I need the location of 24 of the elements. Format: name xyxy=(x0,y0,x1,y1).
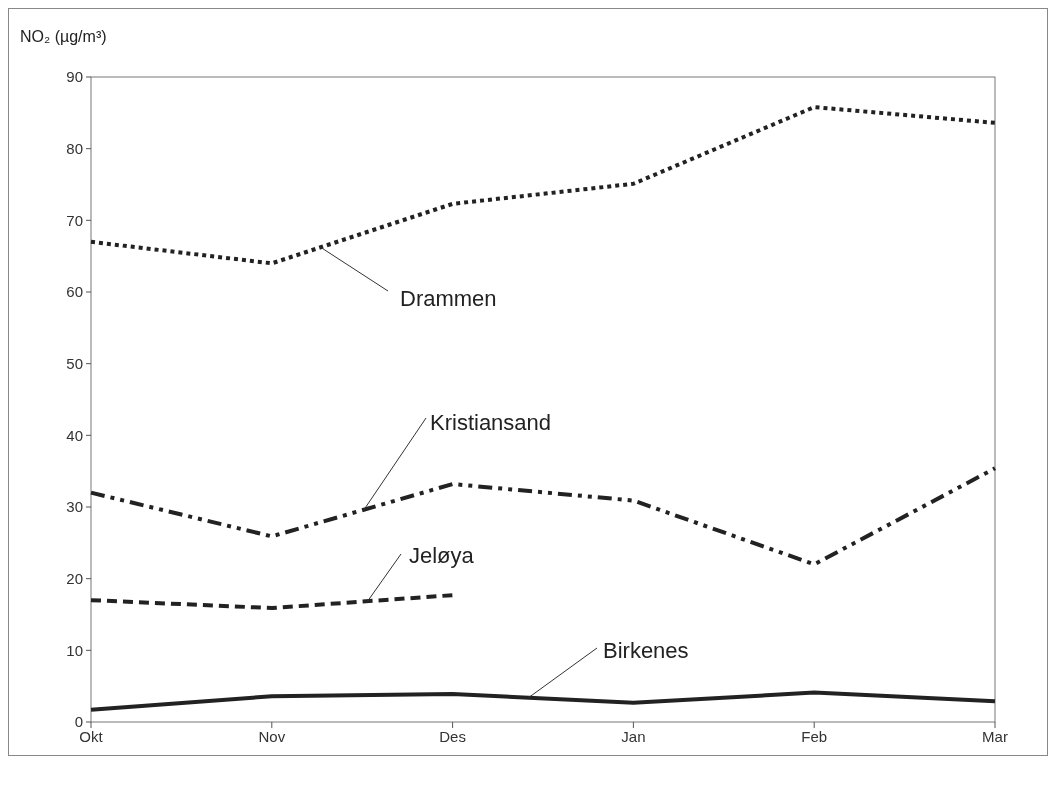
line-series xyxy=(89,105,997,266)
y-tick-label: 50 xyxy=(66,354,83,372)
series-label: Birkenes xyxy=(603,638,689,663)
line-series xyxy=(89,466,997,567)
x-tick-label: Feb xyxy=(801,728,828,745)
y-tick-label: 0 xyxy=(74,713,83,731)
x-tick-label: Des xyxy=(439,728,466,745)
y-tick-label: 20 xyxy=(66,569,83,587)
text: Drammen xyxy=(400,286,497,311)
text: Kristiansand xyxy=(430,410,552,435)
x-tick-label: Jan xyxy=(621,728,646,745)
y-tick-label: 90 xyxy=(66,68,83,86)
line-series xyxy=(89,690,997,712)
y-tick-label: 40 xyxy=(66,426,83,444)
x-tick-label: Mar xyxy=(982,728,1008,745)
x-tick-label: Okt xyxy=(79,728,104,745)
y-axis-title: NO₂ (µg/m³) xyxy=(20,28,107,45)
y-tick-label: 70 xyxy=(66,211,83,229)
y-tick-label: 10 xyxy=(66,641,83,659)
series-label: Jeløya xyxy=(409,543,475,568)
y-tick-label: 30 xyxy=(66,498,83,516)
y-tick-label: 80 xyxy=(66,139,83,157)
x-tick-label: Nov xyxy=(258,728,286,745)
y-tick-label: 60 xyxy=(66,283,83,301)
